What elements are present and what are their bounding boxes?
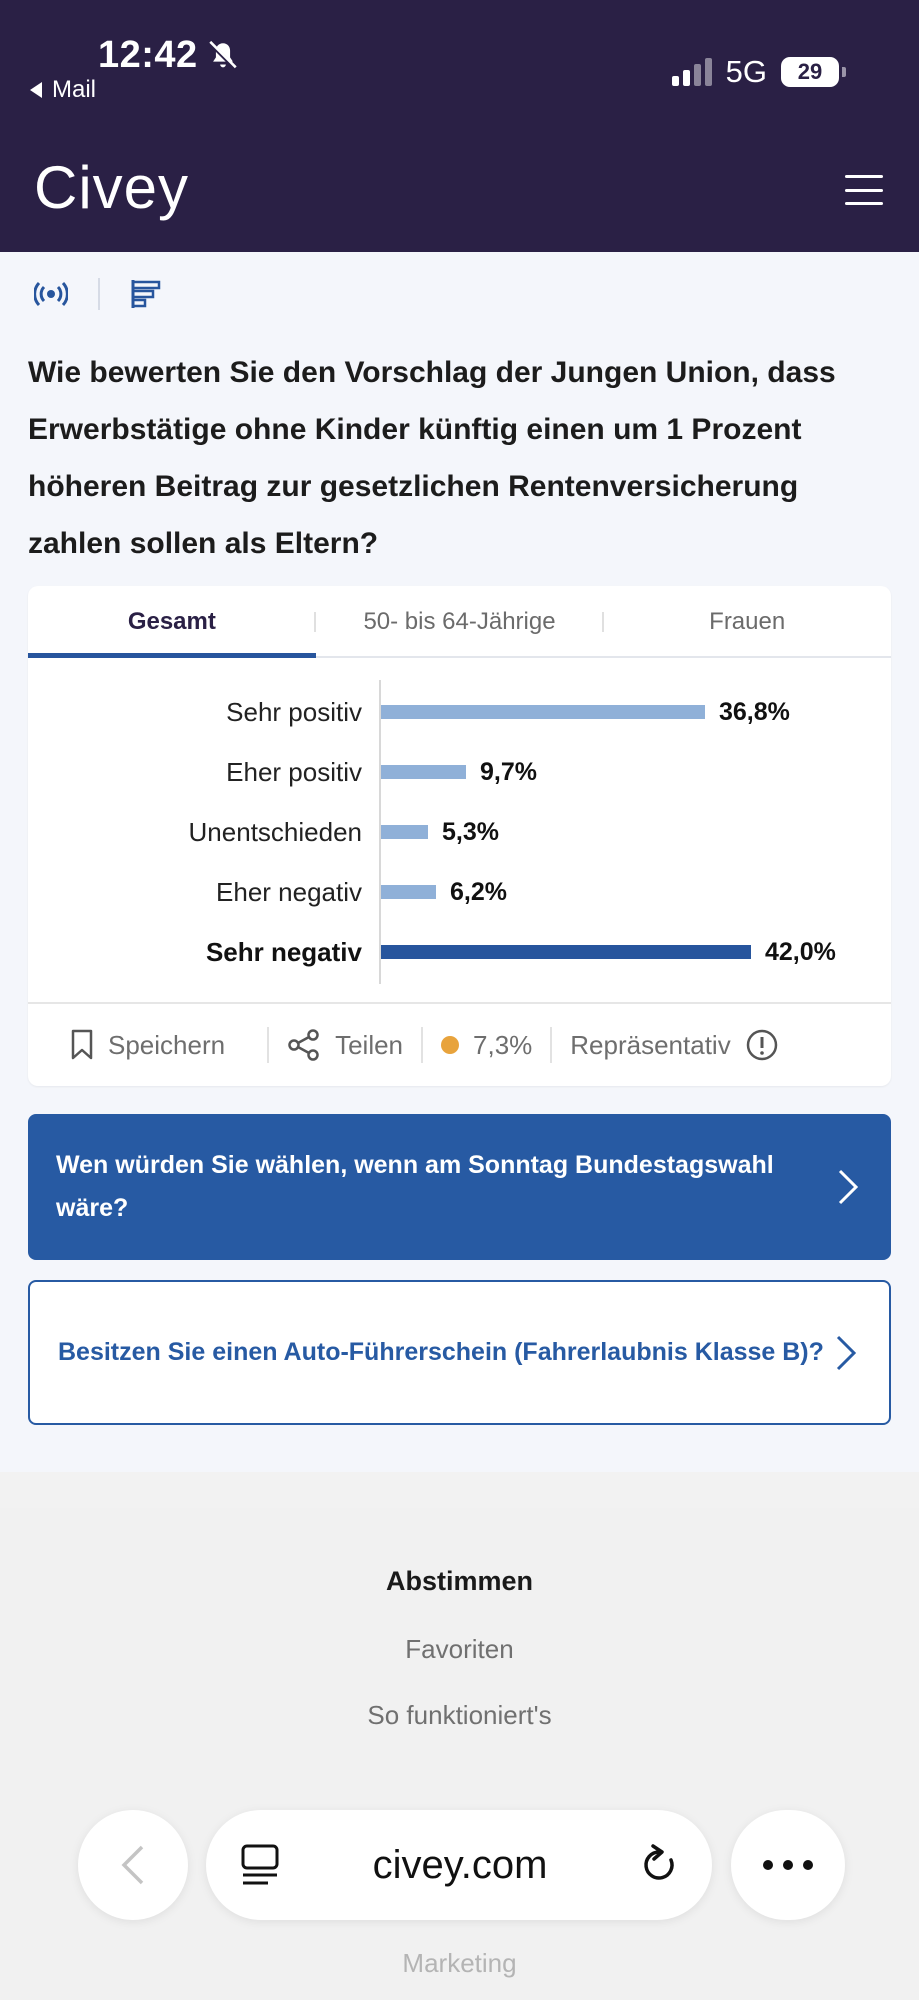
chart-category-label: Sehr positiv [226,697,362,727]
results-tabs: Gesamt 50- bis 64-Jährige Frauen [28,586,891,658]
battery-icon: 29 [781,57,846,87]
chevron-right-icon [836,1335,857,1370]
chart-value-label: 5,3% [442,818,499,846]
signal-icon [671,58,712,86]
back-triangle-icon [30,82,42,98]
reload-icon[interactable] [638,1843,680,1887]
chart-value-label: 42,0% [765,938,836,966]
chart-category-label: Eher positiv [226,757,362,787]
chart-bar [381,705,705,719]
chart-value-label: 6,2% [450,878,507,906]
footer-link-so-funktionierts[interactable]: So funktioniert's [367,1700,552,1730]
chart-axis [379,680,381,984]
representative-label: Repräsentativ [570,1029,731,1060]
save-label: Speichern [108,1029,226,1060]
battery-level: 29 [797,59,823,84]
tabs-overview-icon[interactable] [238,1842,282,1888]
footer-divider [267,1027,270,1063]
error-margin-dot [441,1036,460,1054]
chart-category-label: Unentschieden [188,817,362,847]
status-time: 12:42 [98,34,240,77]
chart-value-label: 36,8% [719,698,790,726]
share-icon [288,1029,319,1061]
app-header: 12:42 Mail 5G 29 Civey [0,0,919,252]
browser-toolbar: civey.com [0,1810,919,1926]
bar-chart-icon[interactable] [130,278,164,310]
site-footer: Abstimmen Favoriten So funktioniert's Ma… [0,1508,919,2000]
toolbar-divider [98,278,100,310]
error-margin-value: 7,3% [473,1029,533,1060]
chart-bar [381,885,436,899]
hamburger-menu-icon[interactable] [845,175,883,205]
share-label: Teilen [335,1029,404,1060]
more-dots-icon [763,1860,813,1870]
tab-50-64[interactable]: 50- bis 64-Jährige [363,608,556,635]
footer-link-favoriten[interactable]: Favoriten [405,1634,514,1664]
error-margin: 7,3% [423,1003,550,1087]
chart-bar [381,945,751,959]
chevron-left-icon [121,1845,144,1885]
results-card: Gesamt 50- bis 64-Jährige Frauen Sehr po… [28,586,891,1086]
status-indicators: 5G 29 [671,54,846,90]
chart-row: Eher positiv 9,7% [28,752,891,792]
chevron-right-icon [838,1169,859,1205]
url-text: civey.com [372,1842,548,1887]
tab-frauen[interactable]: Frauen [709,608,786,635]
save-button[interactable]: Speichern [28,1003,243,1087]
chart-value-label: 9,7% [480,758,537,786]
bell-muted-icon [208,40,237,70]
poll-content: Wie bewerten Sie den Vorschlag der Junge… [0,252,919,1472]
chart-row: Sehr negativ 42,0% [28,932,891,972]
chart-row: Sehr positiv 36,8% [28,692,891,732]
bookmark-icon [71,1029,93,1060]
chart-bar [381,765,466,779]
tab-separator [602,612,604,632]
representative-info[interactable]: Repräsentativ [552,1003,796,1087]
info-exclamation-icon [746,1029,777,1061]
tab-separator [314,612,316,632]
live-broadcast-icon[interactable] [34,279,68,309]
chart-row: Eher negativ 6,2% [28,872,891,912]
address-bar[interactable]: civey.com [206,1810,712,1920]
chart-category-label: Sehr negativ [205,937,362,967]
footer-divider [421,1027,424,1063]
browser-more-button[interactable] [731,1810,845,1920]
footer-link-marketing[interactable]: Marketing [402,1948,517,1978]
browser-back-button[interactable] [78,1810,188,1920]
footer-divider [550,1027,553,1063]
cta-bundestagswahl[interactable]: Wen würden Sie wählen, wenn am Sonntag B… [28,1114,891,1260]
card-actions: Speichern Teilen 7,3% Repräsent [28,1002,891,1086]
cta-text: Wen würden Sie wählen, wenn am Sonntag B… [56,1151,774,1222]
network-type: 5G [725,54,767,89]
chart-category-label: Eher negativ [216,877,362,907]
results-bar-chart: Sehr positiv 36,8% Eher positiv 9,7% Unentsc… [28,658,891,1002]
back-to-app[interactable]: Mail [28,76,96,104]
chart-row: Unentschieden 5,3% [28,812,891,852]
poll-question: Wie bewerten Sie den Vorschlag der Junge… [28,356,836,560]
footer-heading: Abstimmen [385,1566,534,1596]
clock: 12:42 [98,34,198,76]
poll-toolbar [34,278,164,310]
chart-bar [381,825,428,839]
share-button[interactable]: Teilen [269,1003,421,1087]
back-app-label: Mail [52,76,97,103]
cta-text: Besitzen Sie einen Auto-Führerschein (Fa… [58,1338,824,1366]
civey-logo[interactable]: Civey [34,154,190,221]
tab-gesamt[interactable]: Gesamt [28,586,316,658]
cta-fuehrerschein[interactable]: Besitzen Sie einen Auto-Führerschein (Fa… [28,1280,891,1425]
